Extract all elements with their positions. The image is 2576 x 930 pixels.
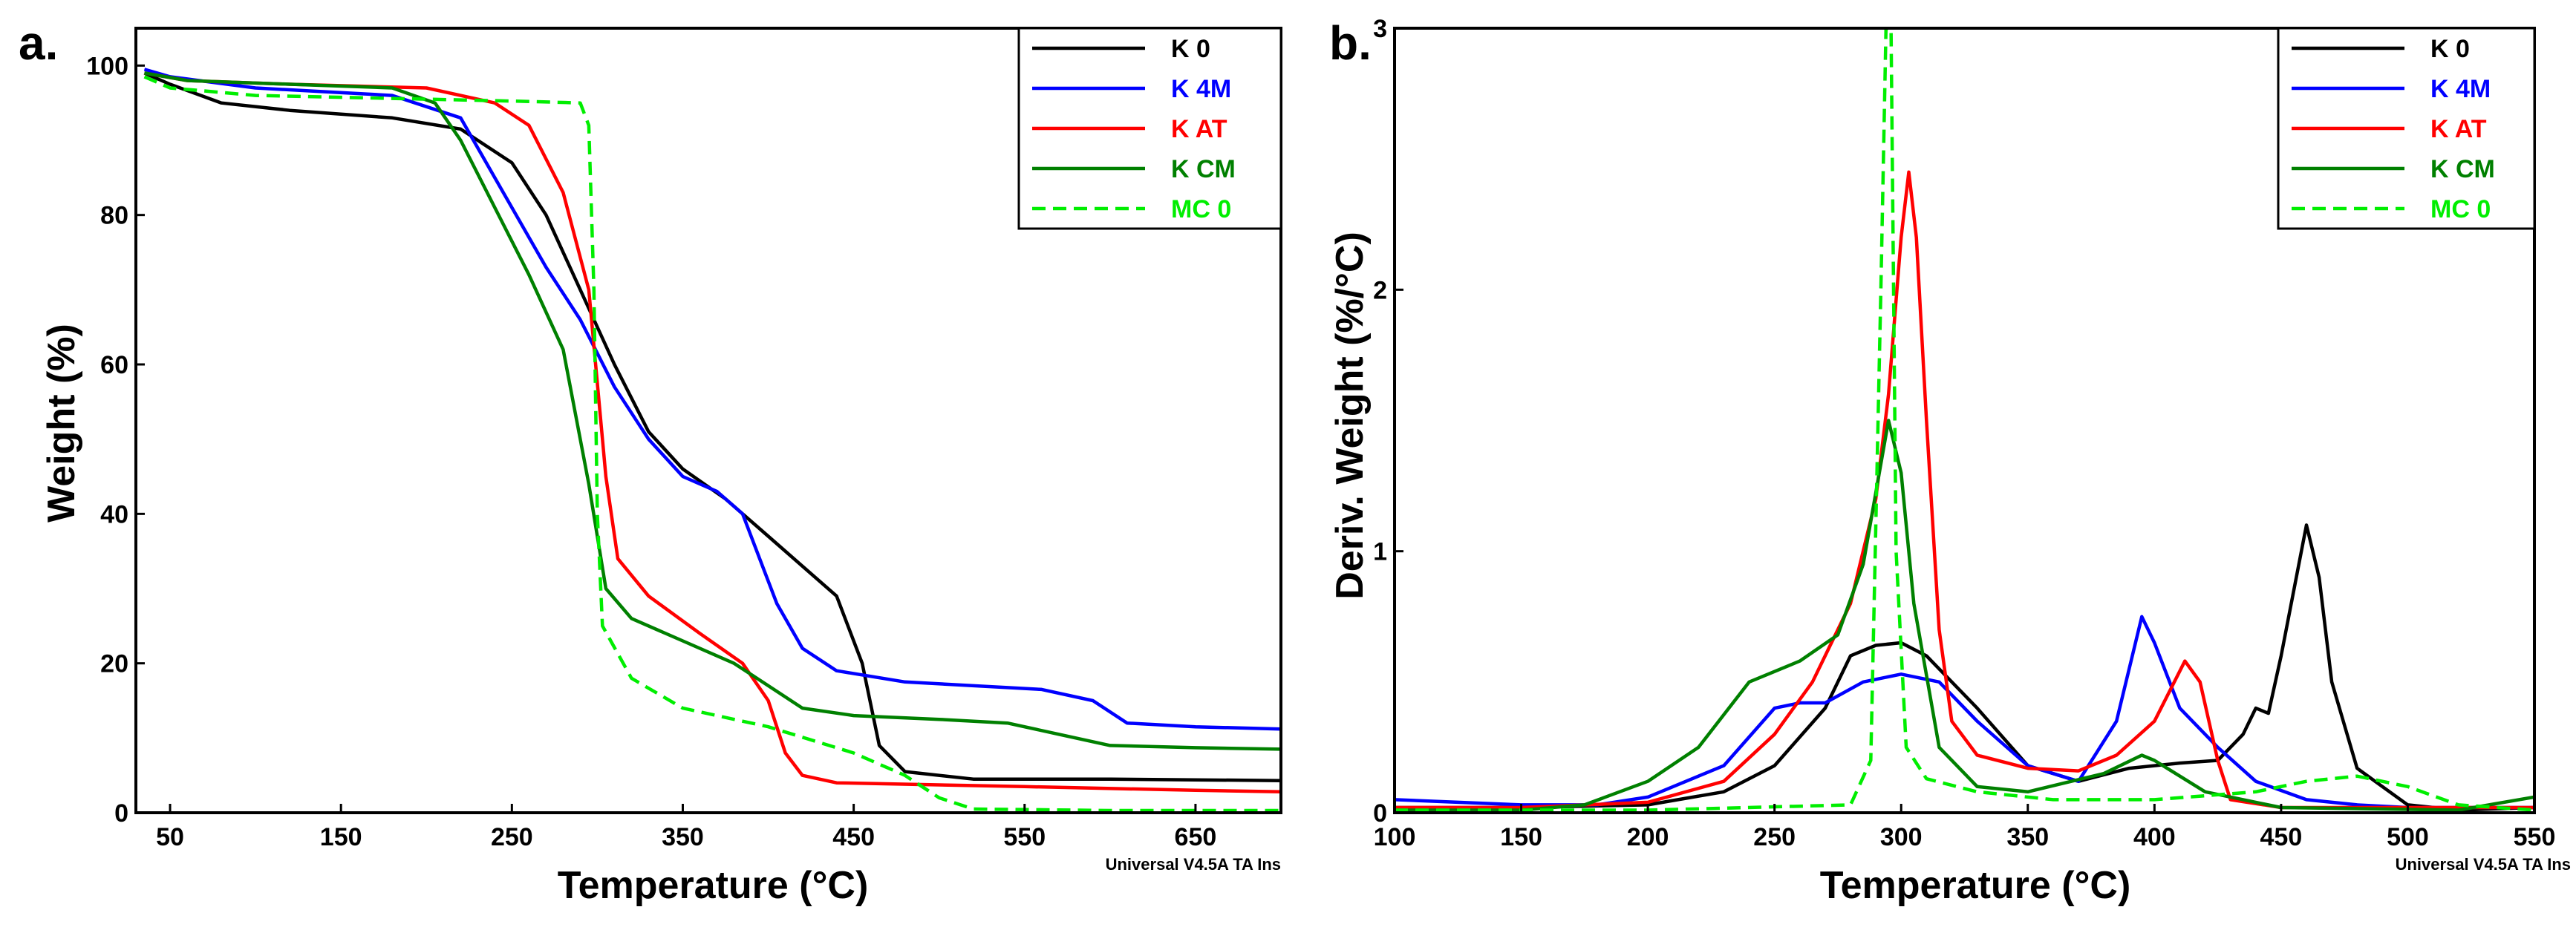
panel-b-y-axis-title: Deriv. Weight (%/°C)	[1328, 232, 1372, 600]
panel-a-y-tick-label: 40	[100, 500, 128, 528]
panel-b-label: b.	[1329, 16, 1372, 70]
panel-b-x-tick-label: 300	[1880, 823, 1923, 851]
panel-a-legend-label: MC 0	[1171, 195, 1231, 223]
panel-b-footer-text: Universal V4.5A TA Ins	[2396, 855, 2571, 874]
panel-b-x-tick-label: 400	[2133, 823, 2176, 851]
panel-b-y-tick-label: 1	[1373, 538, 1387, 566]
panel-b-x-tick-label: 250	[1753, 823, 1796, 851]
panel-a-footer-text: Universal V4.5A TA Ins	[1106, 855, 1281, 874]
panel-a-x-tick-label: 650	[1175, 823, 1217, 851]
panel-b-series-line-k-4m	[1395, 615, 2534, 810]
panel-b-series-line-mc-0	[1395, 28, 2534, 812]
panel-a-legend: K 0 K 4M K AT K CM MC 0	[1017, 27, 1282, 230]
panel-b-series-line-k-at	[1395, 170, 2534, 810]
panel-a-x-tick-label: 450	[832, 823, 875, 851]
panel-b-legend-label: MC 0	[2430, 195, 2491, 223]
panel-b-legend-label: K AT	[2430, 115, 2487, 143]
panel-a-x-tick-label: 550	[1003, 823, 1046, 851]
panel-a-series-group	[143, 68, 1281, 813]
panel-a-x-axis-title: Temperature (°C)	[558, 864, 869, 907]
panel-a-x-tick-label: 150	[320, 823, 362, 851]
panel-b-legend-label: K 4M	[2430, 75, 2491, 103]
panel-a-x-tick-label: 250	[491, 823, 533, 851]
panel-b-y-tick-label: 0	[1373, 799, 1387, 828]
panel-b-x-tick-label: 500	[2387, 823, 2429, 851]
panel-a-plot-frame	[134, 27, 1282, 814]
panel-a-y-tick-label: 60	[100, 351, 128, 379]
panel-a-y-tick-label: 100	[86, 52, 128, 80]
panel-a-y-tick-label: 20	[100, 650, 128, 678]
panel-b-series-line-k-0	[1395, 523, 2534, 812]
panel-b-y-tick-label: 3	[1373, 15, 1387, 43]
panel-b-x-tick-label: 550	[2514, 823, 2556, 851]
panel-a-legend-label: K CM	[1171, 155, 1236, 183]
panel-b-legend-label: K 0	[2430, 35, 2470, 63]
panel-b-x-tick-label: 100	[1374, 823, 1416, 851]
panel-a-legend-label: K AT	[1171, 115, 1227, 143]
panel-b-x-tick-label: 350	[2006, 823, 2049, 851]
panel-a-weight-chart: a. Temperature (°C) Weight (%) Universal…	[19, 16, 1282, 907]
panel-b-x-tick-label: 450	[2260, 823, 2303, 851]
panel-a-series-line-k-at	[144, 71, 1281, 794]
panel-b-plot-frame	[1393, 27, 2536, 814]
panel-a-y-axis-title: Weight (%)	[40, 324, 83, 523]
panel-b-series-line-k-cm	[1395, 419, 2534, 812]
panel-a-y-tick-label: 0	[114, 799, 128, 828]
panel-b-series-group	[1395, 28, 2534, 812]
panel-a-x-tick-label: 50	[156, 823, 184, 851]
panel-a-series-line-k-0	[143, 71, 1281, 782]
panel-b-x-tick-label: 150	[1500, 823, 1542, 851]
panel-b-x-tick-label: 200	[1627, 823, 1669, 851]
panel-b-derivative-chart: b. Temperature (°C) Deriv. Weight (%/°C)…	[1328, 15, 2571, 907]
panel-b-legend-label: K CM	[2430, 155, 2495, 183]
panel-a-legend-label: K 4M	[1171, 75, 1231, 103]
panel-a-label: a.	[19, 16, 58, 70]
panel-a-x-tick-label: 350	[662, 823, 704, 851]
panel-b-y-tick-label: 2	[1373, 276, 1387, 304]
panel-a-series-line-mc-0	[143, 75, 1281, 813]
panel-a-y-tick-label: 80	[100, 202, 128, 230]
panel-b-x-axis-title: Temperature (°C)	[1820, 864, 2131, 907]
panel-a-series-line-k-4m	[143, 68, 1281, 731]
panel-a-legend-label: K 0	[1171, 35, 1210, 63]
panel-b-legend: K 0 K 4M K AT K CM MC 0	[2277, 27, 2536, 230]
